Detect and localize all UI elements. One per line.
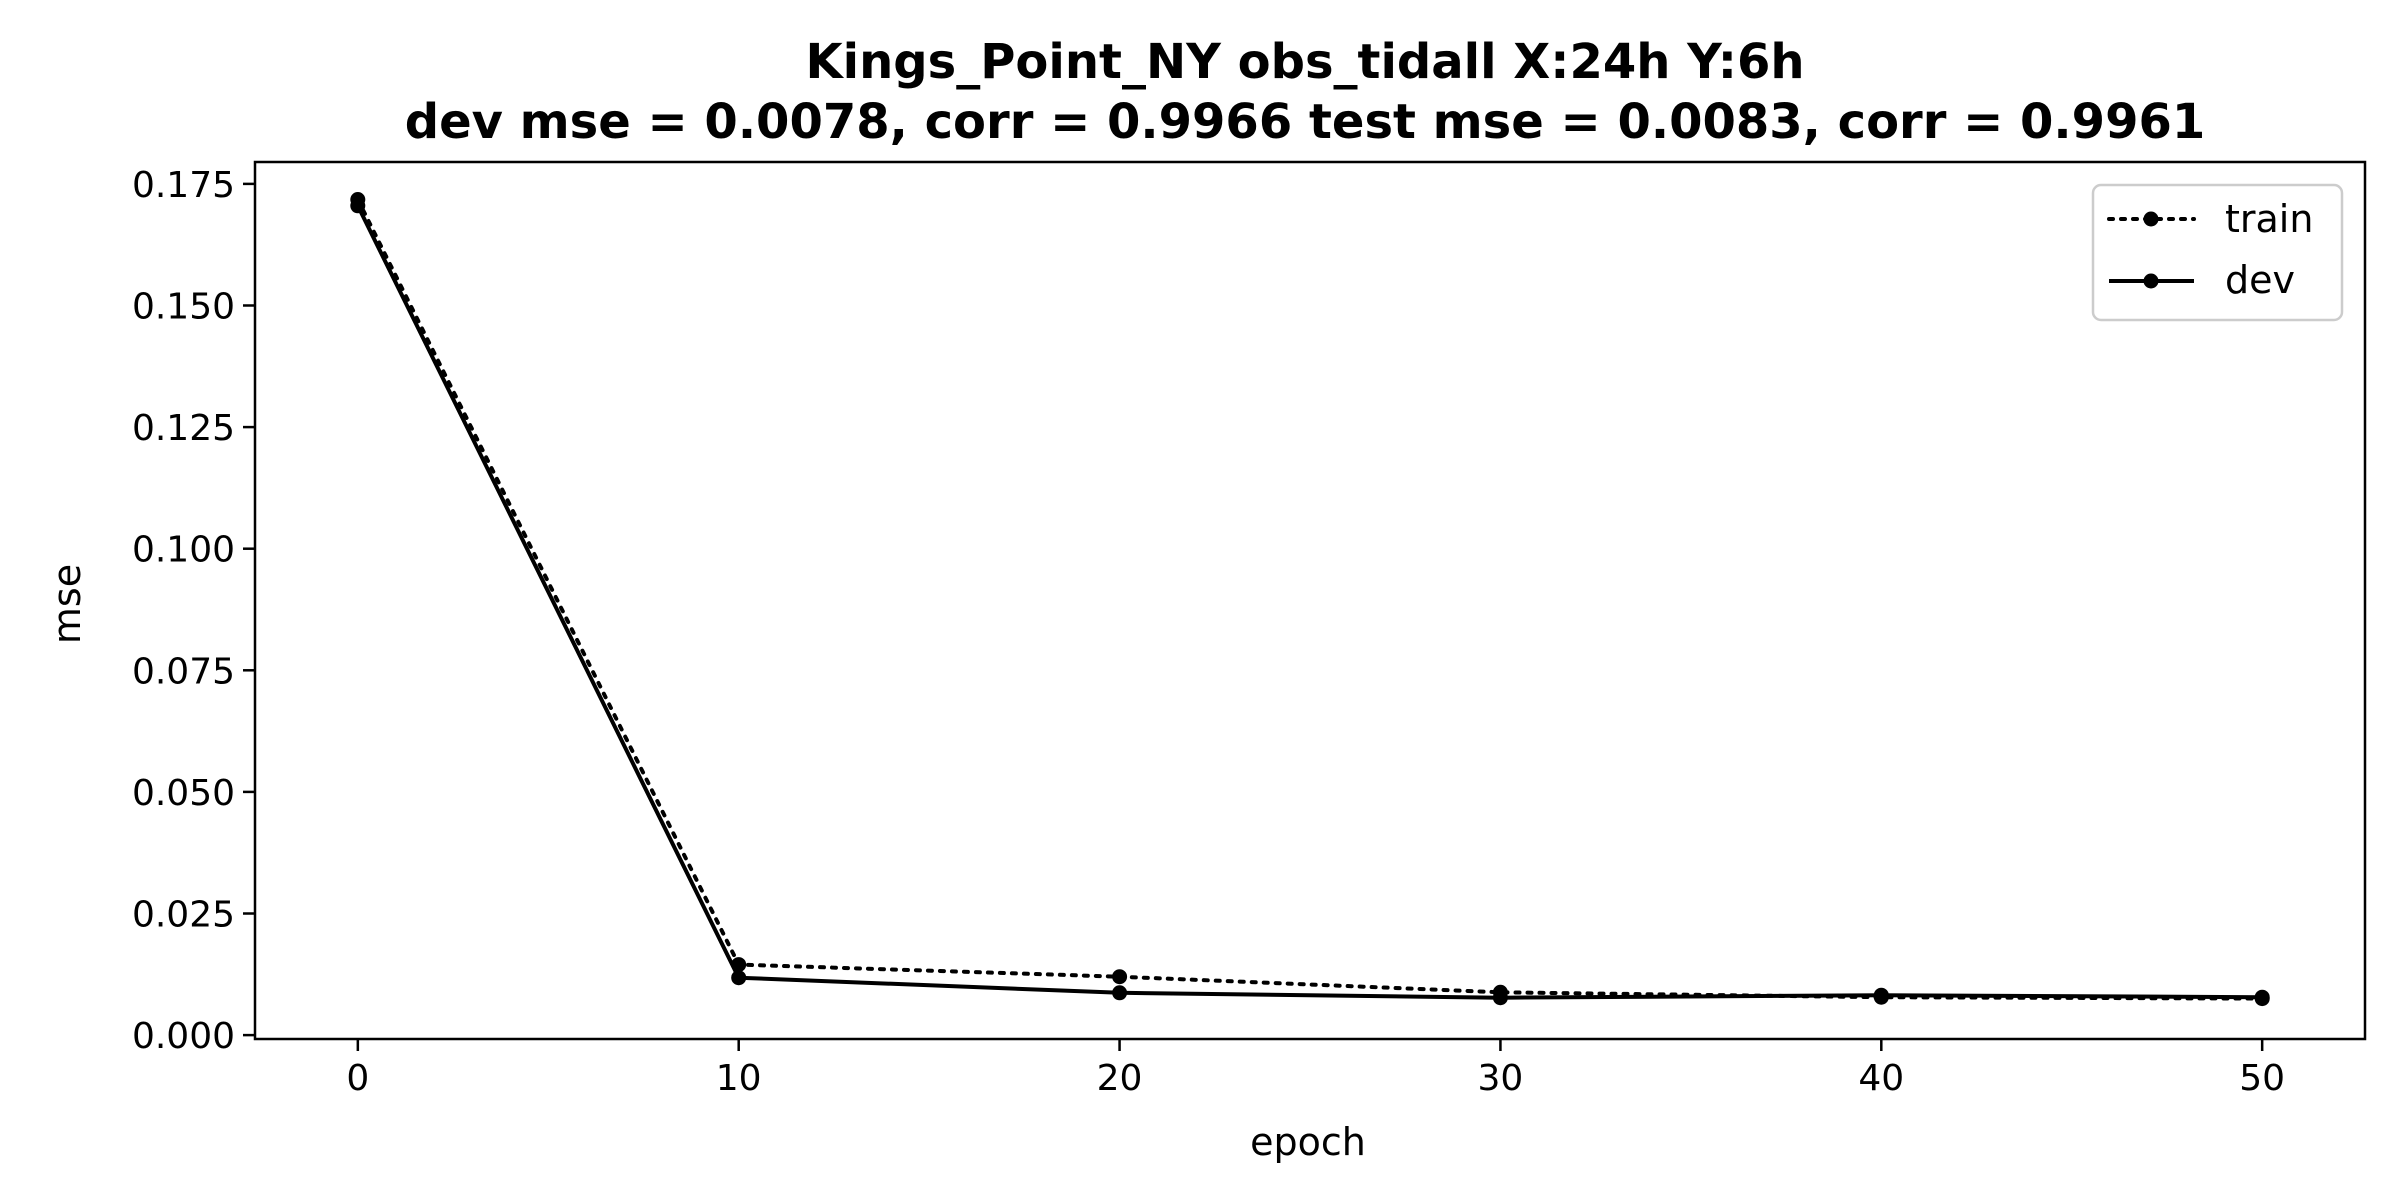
y-tick-label: 0.150 xyxy=(132,286,235,327)
y-tick-label: 0.050 xyxy=(132,773,235,814)
y-axis-ticks: 0.000 0.025 0.050 0.075 0.100 0.125 0.150 0.175 xyxy=(132,165,255,1057)
data-point-dev xyxy=(731,970,747,986)
legend: train dev xyxy=(2091,183,2344,322)
series-layer xyxy=(350,192,2270,1007)
data-point-dev xyxy=(1873,987,1889,1003)
x-tick-label: 10 xyxy=(716,1058,762,1099)
chart-subtitle: dev mse = 0.0078, corr = 0.9966 test mse… xyxy=(405,94,2206,150)
x-tick-label: 50 xyxy=(2239,1058,2285,1099)
x-tick-label: 0 xyxy=(346,1058,369,1099)
chart-title: Kings_Point_NY obs_tidall X:24h Y:6h xyxy=(805,34,1804,90)
legend-label-train: train xyxy=(2225,197,2313,241)
data-point-dev xyxy=(1112,985,1128,1001)
plot-frame xyxy=(253,160,2367,1041)
y-tick-label: 0.075 xyxy=(132,651,235,692)
x-tick-label: 20 xyxy=(1097,1058,1143,1099)
legend-label-dev: dev xyxy=(2225,258,2295,302)
series-line-train xyxy=(355,197,2265,1001)
x-tick-label: 30 xyxy=(1478,1058,1524,1099)
data-point-dev xyxy=(1492,990,1508,1006)
data-point-dev xyxy=(2254,989,2270,1005)
x-axis-ticks: 0 10 20 30 40 50 xyxy=(346,1039,2285,1099)
y-tick-label: 0.025 xyxy=(132,895,235,936)
x-axis-label: epoch xyxy=(1250,1120,1366,1164)
data-point-train xyxy=(1112,969,1128,985)
y-axis-label: mse xyxy=(45,564,89,644)
legend-marker-train xyxy=(2143,211,2159,227)
series-train xyxy=(350,192,2270,1007)
y-tick-label: 0.100 xyxy=(132,530,235,571)
y-tick-label: 0.175 xyxy=(132,165,235,206)
y-tick-label: 0.000 xyxy=(132,1016,235,1057)
series-line-dev xyxy=(355,203,2265,1000)
x-tick-label: 40 xyxy=(1858,1058,1904,1099)
data-point-dev xyxy=(350,198,366,214)
series-dev xyxy=(350,198,2270,1006)
y-tick-label: 0.125 xyxy=(132,408,235,449)
legend-marker-dev xyxy=(2143,273,2159,289)
